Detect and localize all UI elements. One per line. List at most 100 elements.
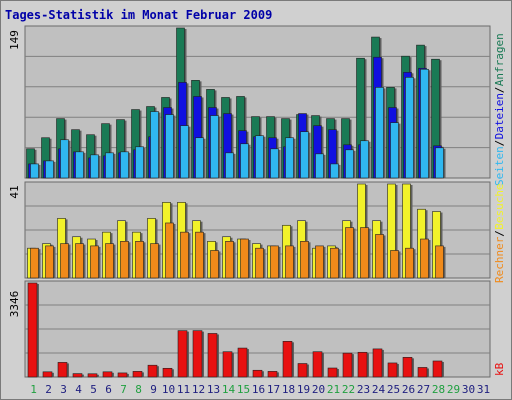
legend-kb: kB (493, 362, 506, 376)
day-label-12: 12 (192, 383, 205, 396)
panel-3-ymax-label: 3346 (8, 291, 21, 318)
day-label-18: 18 (282, 383, 295, 396)
bar-rechner-day-19 (300, 241, 309, 279)
panel-1-ymax-label: 149 (8, 30, 21, 50)
bar-kb-day-11 (177, 330, 188, 378)
bar-seiten-day-27 (420, 68, 429, 179)
bar-seiten-day-24 (375, 87, 384, 179)
bar-rechner-day-17 (270, 245, 279, 279)
bar-seiten-day-17 (270, 148, 279, 179)
bar-kb-day-23 (357, 351, 368, 378)
bar-seiten-day-28 (435, 147, 444, 179)
bar-kb-day-6 (102, 371, 113, 378)
bar-kb-day-20 (312, 351, 323, 378)
bar-kb-day-2 (42, 371, 53, 378)
legend-separator: / (493, 87, 506, 94)
panel-2-ymax-label: 41 (8, 185, 21, 198)
day-label-29: 29 (447, 383, 460, 396)
bar-seiten-day-15 (240, 143, 249, 179)
bar-rechner-day-22 (345, 227, 354, 279)
bar-kb-day-14 (222, 351, 233, 378)
day-label-8: 8 (135, 383, 142, 396)
day-label-16: 16 (252, 383, 265, 396)
bar-kb-day-18 (282, 341, 293, 378)
bar-rechner-day-13 (210, 250, 219, 279)
bar-rechner-day-4 (75, 243, 84, 279)
day-label-27: 27 (417, 383, 430, 396)
day-label-3: 3 (60, 383, 67, 396)
bar-rechner-day-16 (255, 247, 264, 279)
bar-kb-day-4 (72, 373, 83, 378)
bar-rechner-day-6 (105, 243, 114, 279)
bar-seiten-day-10 (165, 114, 174, 179)
bar-seiten-day-5 (90, 154, 99, 179)
day-label-5: 5 (90, 383, 97, 396)
day-label-1: 1 (30, 383, 37, 396)
bar-kb-day-1 (27, 282, 38, 378)
day-label-6: 6 (105, 383, 112, 396)
bar-kb-day-28 (432, 360, 443, 378)
bar-kb-day-7 (117, 372, 128, 378)
bar-seiten-day-23 (360, 140, 369, 179)
bar-seiten-day-2 (45, 160, 54, 179)
bar-rechner-day-3 (60, 243, 69, 279)
bar-rechner-day-18 (285, 245, 294, 279)
day-label-7: 7 (120, 383, 127, 396)
bar-seiten-day-6 (105, 152, 114, 179)
bar-rechner-day-20 (315, 245, 324, 279)
bar-seiten-day-9 (150, 111, 159, 179)
day-label-2: 2 (45, 383, 52, 396)
day-label-25: 25 (387, 383, 400, 396)
day-label-13: 13 (207, 383, 220, 396)
bar-rechner-day-5 (90, 245, 99, 279)
bar-rechner-day-26 (405, 247, 414, 279)
bar-seiten-day-1 (30, 163, 39, 179)
bar-kb-day-24 (372, 348, 383, 378)
bar-kb-day-21 (327, 367, 338, 378)
bar-kb-day-3 (57, 362, 68, 378)
bar-kb-day-27 (417, 367, 428, 378)
bar-kb-day-16 (252, 369, 263, 378)
day-label-28: 28 (432, 383, 445, 396)
bar-rechner-day-11 (180, 231, 189, 279)
bar-seiten-day-3 (60, 139, 69, 179)
bar-seiten-day-12 (195, 137, 204, 179)
bar-rechner-day-24 (375, 234, 384, 279)
bar-rechner-day-12 (195, 231, 204, 279)
day-label-22: 22 (342, 383, 355, 396)
bar-kb-day-13 (207, 333, 218, 378)
day-label-15: 15 (237, 383, 250, 396)
day-label-26: 26 (402, 383, 415, 396)
bar-seiten-day-14 (225, 152, 234, 179)
bar-seiten-day-13 (210, 115, 219, 179)
day-label-14: 14 (222, 383, 236, 396)
bar-rechner-day-7 (120, 241, 129, 279)
bar-seiten-day-22 (345, 149, 354, 179)
legend-separator: / (493, 140, 506, 147)
legend-seiten: Seiten (493, 146, 506, 186)
day-label-9: 9 (150, 383, 157, 396)
day-label-24: 24 (372, 383, 386, 396)
bar-rechner-day-2 (45, 245, 54, 279)
legend-separator: / (493, 230, 506, 237)
bar-rechner-day-8 (135, 241, 144, 279)
bar-seiten-day-16 (255, 135, 264, 179)
bar-kb-day-9 (147, 364, 158, 378)
day-label-10: 10 (162, 383, 175, 396)
legend-anfragen: Anfragen (493, 33, 506, 86)
day-label-20: 20 (312, 383, 325, 396)
bar-kb-day-8 (132, 371, 143, 378)
bar-seiten-day-11 (180, 125, 189, 179)
bar-rechner-day-10 (165, 222, 174, 279)
legend-dateien: Dateien (493, 93, 506, 139)
bar-rechner-day-28 (435, 245, 444, 279)
bar-kb-day-26 (402, 357, 413, 378)
bar-rechner-day-25 (390, 250, 399, 279)
legend-besuche: Besuche (493, 183, 506, 229)
day-label-23: 23 (357, 383, 370, 396)
bar-seiten-day-26 (405, 77, 414, 179)
bar-kb-day-12 (192, 330, 203, 378)
bar-seiten-day-7 (120, 151, 129, 179)
